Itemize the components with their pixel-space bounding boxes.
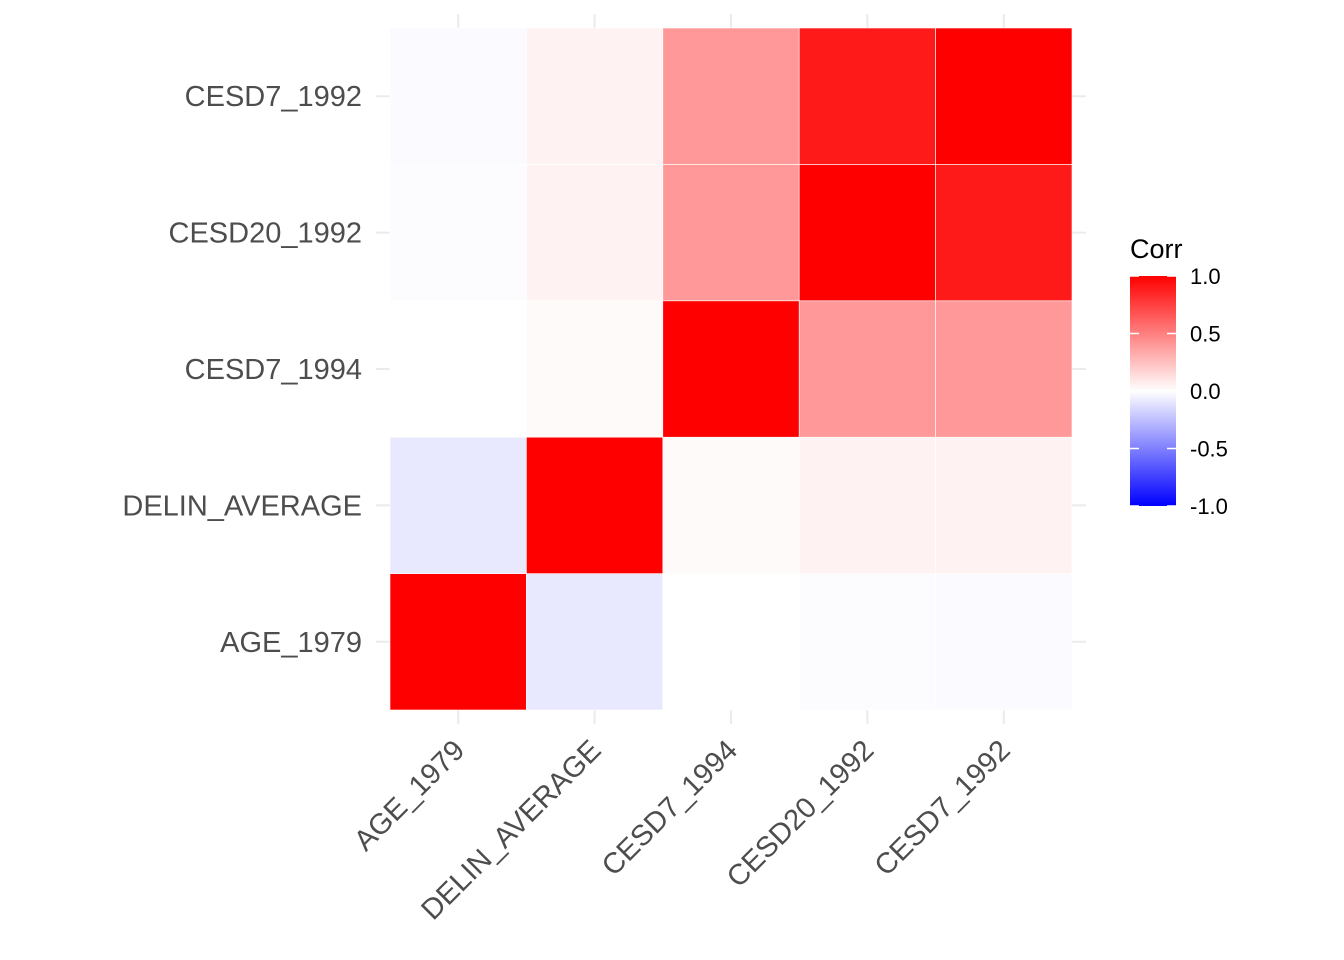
legend-tick-label: 1.0: [1190, 264, 1221, 289]
legend: Corr 1.0 0.5 0.0 -0.5 -1.0: [1130, 234, 1228, 519]
heatmap-cell: [663, 164, 799, 300]
legend-tick-label: 0.5: [1190, 322, 1221, 347]
heatmap-cell: [663, 437, 799, 573]
heatmap-cell: [526, 28, 662, 164]
heatmap-cell: [799, 301, 935, 437]
heatmap-cell: [936, 164, 1072, 300]
y-tick-label: CESD7_1992: [185, 81, 362, 113]
heatmap-cell: [799, 164, 935, 300]
x-tick-label: AGE_1979: [348, 734, 471, 857]
y-tick-label: CESD20_1992: [169, 218, 362, 250]
heatmap-cell: [526, 301, 662, 437]
x-tick-label: CESD7_1994: [596, 734, 744, 882]
heatmap-cell: [390, 301, 526, 437]
y-tick-label: DELIN_AVERAGE: [122, 490, 362, 522]
x-axis: AGE_1979DELIN_AVERAGECESD7_1994CESD20_19…: [348, 734, 1017, 926]
heatmap-cell: [663, 28, 799, 164]
heatmap-cell: [936, 574, 1072, 710]
heatmap-cells: [390, 28, 1072, 710]
heatmap-cell: [936, 28, 1072, 164]
y-tick-label: CESD7_1994: [185, 354, 362, 386]
y-axis: AGE_1979 DELIN_AVERAGE CESD7_1994 CESD20_19…: [122, 81, 362, 659]
heatmap-cell: [526, 164, 662, 300]
heatmap-cell: [936, 301, 1072, 437]
heatmap-cell: [663, 301, 799, 437]
heatmap-cell: [799, 574, 935, 710]
heatmap-cell: [526, 574, 662, 710]
heatmap-cell: [799, 28, 935, 164]
legend-title: Corr: [1130, 234, 1183, 264]
y-tick-label: AGE_1979: [220, 627, 362, 659]
x-tick-label: CESD7_1992: [869, 734, 1017, 882]
legend-tick-label: -1.0: [1190, 494, 1228, 519]
heatmap-cell: [526, 437, 662, 573]
heatmap-cell: [390, 437, 526, 573]
heatmap-cell: [663, 574, 799, 710]
heatmap-cell: [799, 437, 935, 573]
x-tick-label: CESD20_1992: [721, 734, 880, 893]
heatmap-cell: [390, 28, 526, 164]
legend-tick-label: -0.5: [1190, 437, 1228, 462]
heatmap-cell: [390, 574, 526, 710]
heatmap-cell: [390, 164, 526, 300]
legend-tick-label: 0.0: [1190, 379, 1221, 404]
heatmap-cell: [936, 437, 1072, 573]
